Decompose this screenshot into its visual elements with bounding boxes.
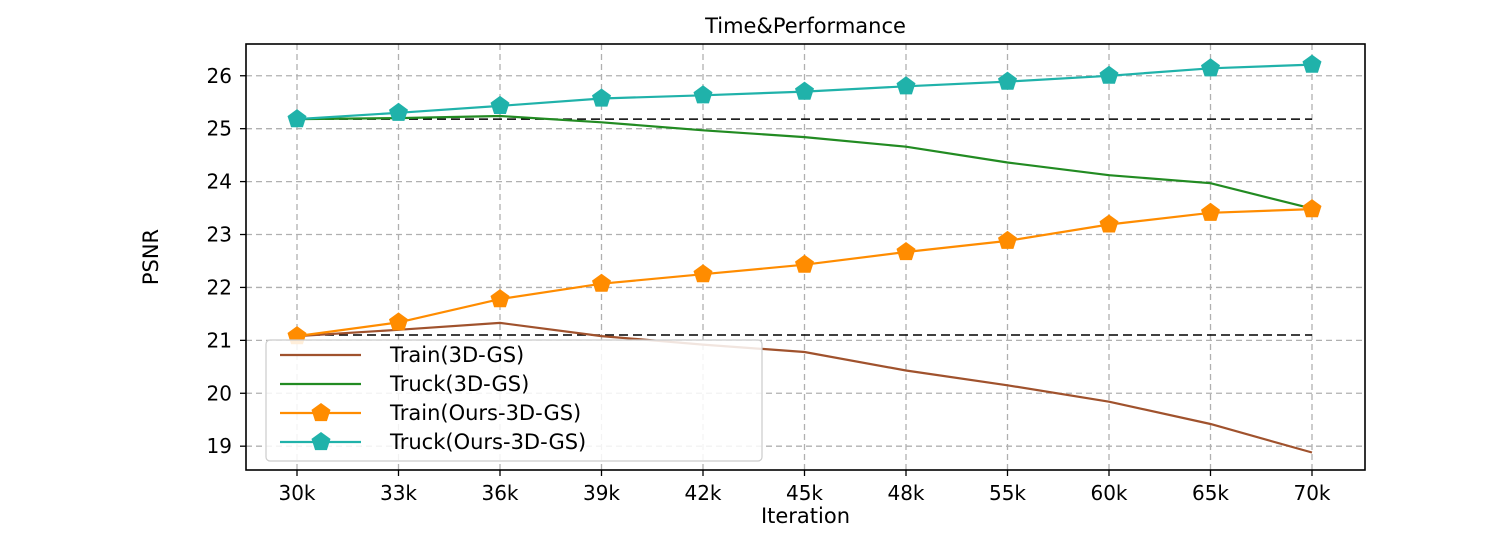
series-2 (287, 199, 1322, 345)
data-point (1099, 65, 1119, 84)
legend-entry: Train(Ours-3D-GS) (280, 401, 581, 425)
legend-box (265, 339, 763, 462)
y-axis-ticks: 19 20 21 22 23 24 25 26 (207, 64, 246, 458)
data-point (1302, 199, 1322, 218)
data-point (693, 264, 713, 283)
legend-label: Truck(Ours-3D-GS) (389, 430, 586, 454)
x-tick-label: 55k (989, 481, 1026, 505)
chart-title: Time&Performance (704, 14, 906, 38)
plot-frame (245, 43, 1366, 471)
x-tick-label: 70k (1293, 481, 1330, 505)
data-point (896, 76, 916, 95)
legend-marker (311, 432, 331, 451)
x-axis-ticks: 30k 33k 36k 39k 42k 45k 48k 55k 60k 65k 70k (278, 470, 1331, 505)
y-tick-label: 19 (207, 434, 232, 458)
y-tick-label: 22 (207, 275, 232, 299)
series-layer (287, 54, 1322, 454)
y-tick-label: 25 (207, 117, 232, 141)
x-axis-label: Iteration (761, 504, 850, 528)
data-point (896, 242, 916, 261)
legend-label: Train(Ours-3D-GS) (389, 401, 581, 425)
legend-entry: Train(3D-GS) (280, 343, 524, 367)
data-point (1302, 54, 1322, 73)
data-point (389, 102, 408, 121)
series-1 (296, 114, 1313, 210)
y-tick-label: 23 (207, 223, 232, 247)
legend-marker (311, 403, 331, 422)
y-axis-label: PSNR (139, 229, 163, 285)
data-point (795, 254, 814, 273)
x-tick-label: 60k (1090, 481, 1127, 505)
legend-entry: Truck(Ours-3D-GS) (280, 430, 586, 454)
data-point (1099, 214, 1119, 233)
series-line (296, 321, 1313, 454)
x-tick-label: 30k (278, 481, 315, 505)
y-tick-label: 26 (207, 64, 232, 88)
y-tick-label: 20 (207, 381, 232, 405)
series-3 (287, 54, 1322, 128)
data-point (490, 95, 510, 114)
data-point (1201, 202, 1220, 221)
x-tick-label: 39k (583, 481, 620, 505)
legend-label: Truck(3D-GS) (389, 372, 529, 396)
x-tick-label: 42k (684, 481, 721, 505)
x-tick-label: 45k (786, 481, 823, 505)
data-point (693, 85, 713, 104)
y-tick-label: 24 (207, 170, 232, 194)
legend-entry: Truck(3D-GS) (280, 372, 529, 396)
data-point (998, 230, 1017, 249)
legend-label: Train(3D-GS) (389, 343, 524, 367)
data-point (998, 71, 1017, 90)
data-point (592, 273, 611, 292)
x-tick-label: 65k (1192, 481, 1229, 505)
data-point (592, 88, 611, 107)
y-tick-label: 21 (207, 328, 232, 352)
legend: Train(3D-GS) Truck(3D-GS) Train(Ours-3D-GS… (265, 339, 763, 462)
data-point (795, 81, 814, 100)
data-point (1201, 58, 1220, 77)
reference-lines (297, 118, 1312, 336)
data-point (287, 109, 307, 128)
x-tick-label: 36k (481, 481, 518, 505)
x-tick-label: 48k (887, 481, 924, 505)
series-line (296, 114, 1313, 210)
series-0 (296, 321, 1313, 454)
data-point (490, 289, 510, 308)
data-point (389, 312, 408, 331)
x-tick-label: 33k (380, 481, 417, 505)
